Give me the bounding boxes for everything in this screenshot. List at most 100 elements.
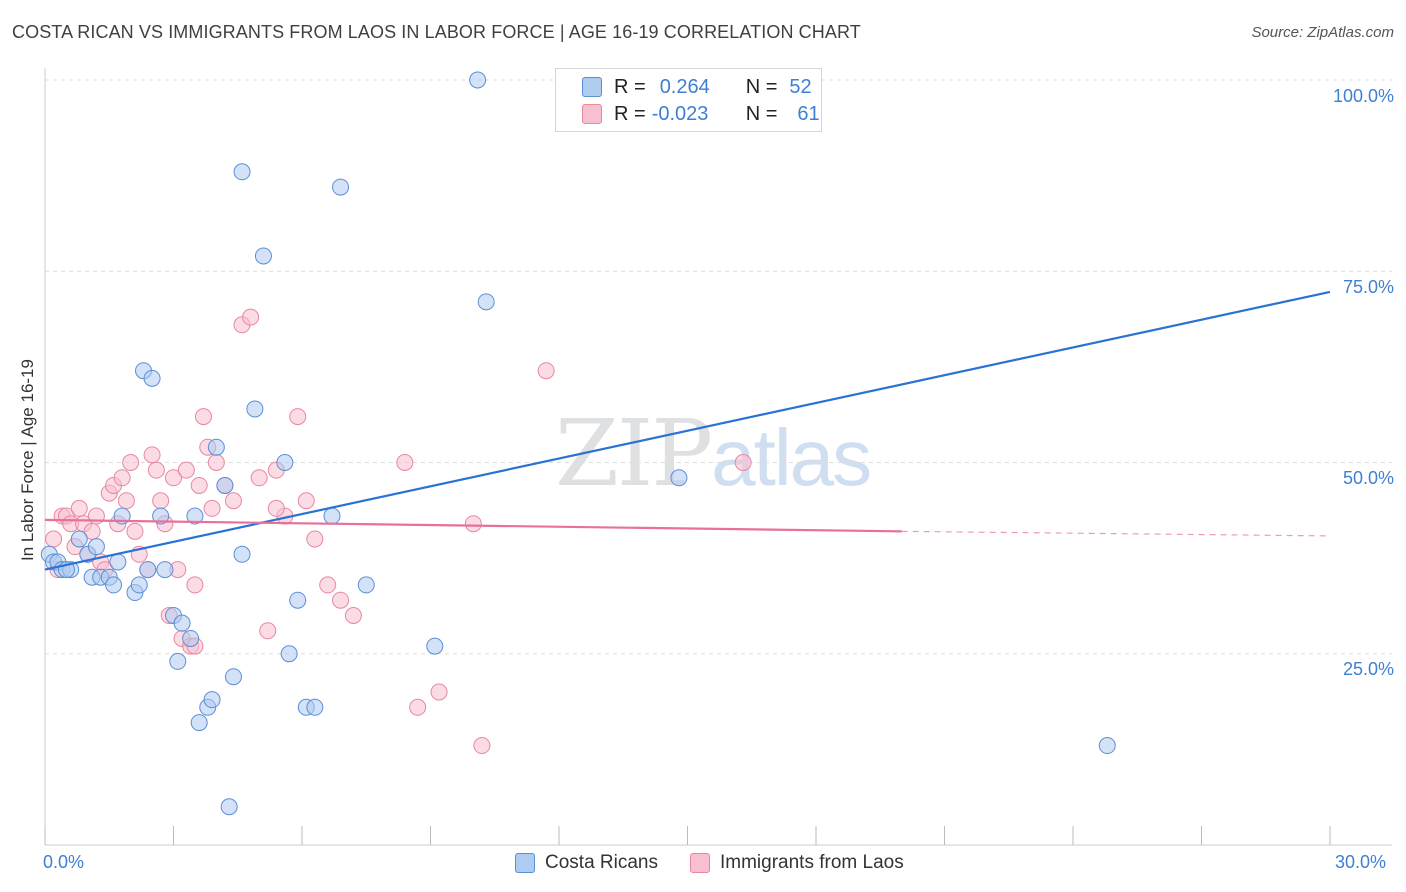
data-point-costa-ricans xyxy=(186,507,204,525)
data-point-immigrants-from-laos xyxy=(537,362,555,380)
x-tick-label-max: 30.0% xyxy=(1335,852,1387,872)
y-tick-label-100: 100.0% xyxy=(1332,86,1394,106)
trend-line-immigrants-from-laos-extension xyxy=(901,530,1331,537)
data-point-costa-ricans xyxy=(323,507,341,525)
data-point-immigrants-from-laos xyxy=(332,591,350,609)
data-point-costa-ricans xyxy=(169,652,187,670)
source-label: Source: ZipAtlas.com xyxy=(1251,24,1394,41)
data-point-costa-ricans xyxy=(670,469,688,487)
data-point-immigrants-from-laos xyxy=(297,492,315,510)
data-point-immigrants-from-laos xyxy=(464,515,482,533)
data-point-costa-ricans xyxy=(207,438,225,456)
legend-label-costa-ricans: Costa Ricans xyxy=(545,852,658,873)
data-point-costa-ricans xyxy=(306,698,324,716)
data-point-immigrants-from-laos xyxy=(344,607,362,624)
data-point-immigrants-from-laos xyxy=(194,408,212,426)
data-point-immigrants-from-laos xyxy=(409,698,427,716)
data-point-costa-ricans xyxy=(233,545,251,563)
data-point-costa-ricans xyxy=(224,668,242,686)
data-point-immigrants-from-laos xyxy=(152,492,170,510)
data-point-costa-ricans xyxy=(156,561,174,579)
data-point-costa-ricans xyxy=(109,553,127,571)
data-point-costa-ricans xyxy=(143,369,161,387)
legend-item-costa-ricans[interactable]: Costa Ricans xyxy=(515,852,658,874)
data-point-costa-ricans xyxy=(87,538,105,556)
data-point-costa-ricans xyxy=(105,576,123,594)
data-point-costa-ricans xyxy=(477,293,495,311)
legend-r-label: R = xyxy=(614,102,646,125)
legend-swatch-pink xyxy=(690,853,710,873)
data-point-immigrants-from-laos xyxy=(113,469,131,487)
y-tick-label-50: 50.0% xyxy=(1342,468,1394,488)
series-legend: Costa Ricans Immigrants from Laos xyxy=(515,852,936,874)
data-point-immigrants-from-laos xyxy=(117,492,135,510)
data-point-immigrants-from-laos xyxy=(45,530,63,548)
data-point-costa-ricans xyxy=(254,247,272,265)
data-point-costa-ricans xyxy=(426,637,444,655)
correlation-legend: R = 0.264 N = 52 R = -0.023 N = 61 xyxy=(555,68,822,132)
data-point-immigrants-from-laos xyxy=(306,530,324,548)
legend-n-label: N = xyxy=(745,102,778,125)
legend-r-label: R = xyxy=(614,75,646,98)
legend-row-immigrants-from-laos: R = -0.023 N = 61 xyxy=(582,100,820,128)
data-point-costa-ricans xyxy=(280,645,298,663)
axes xyxy=(44,68,1392,846)
trend-line-immigrants-from-laos xyxy=(44,518,902,533)
data-point-costa-ricans xyxy=(152,507,170,525)
data-point-costa-ricans xyxy=(1098,737,1116,755)
legend-swatch-blue xyxy=(582,77,602,97)
data-point-immigrants-from-laos xyxy=(430,683,448,701)
legend-r-value: -0.023 xyxy=(651,102,709,125)
data-point-immigrants-from-laos xyxy=(207,454,225,471)
data-point-costa-ricans xyxy=(130,576,148,594)
data-point-immigrants-from-laos xyxy=(289,408,307,426)
data-point-costa-ricans xyxy=(190,714,208,732)
data-point-costa-ricans xyxy=(289,591,307,609)
data-point-immigrants-from-laos xyxy=(203,499,221,517)
data-point-costa-ricans xyxy=(220,798,238,816)
y-axis-title: In Labor Force | Age 16-19 xyxy=(18,359,37,561)
data-point-costa-ricans xyxy=(216,476,234,494)
legend-swatch-pink xyxy=(582,104,602,124)
data-point-costa-ricans xyxy=(70,530,88,548)
data-point-immigrants-from-laos xyxy=(259,622,277,640)
data-point-immigrants-from-laos xyxy=(177,461,195,479)
data-point-immigrants-from-laos xyxy=(70,499,88,517)
chart-title: COSTA RICAN VS IMMIGRANTS FROM LAOS IN L… xyxy=(12,22,861,42)
y-tick-label-75: 75.0% xyxy=(1342,277,1394,297)
data-point-immigrants-from-laos xyxy=(224,492,242,510)
legend-n-value: 61 xyxy=(797,102,820,125)
data-point-immigrants-from-laos xyxy=(734,454,752,471)
legend-row-costa-ricans: R = 0.264 N = 52 xyxy=(582,73,812,101)
data-point-immigrants-from-laos xyxy=(147,461,165,479)
data-point-immigrants-from-laos xyxy=(122,454,140,471)
data-point-costa-ricans xyxy=(182,629,200,647)
data-point-costa-ricans xyxy=(203,691,221,709)
data-point-costa-ricans xyxy=(276,454,294,471)
data-point-immigrants-from-laos xyxy=(143,446,161,464)
data-point-costa-ricans xyxy=(233,163,251,181)
data-point-immigrants-from-laos xyxy=(242,308,260,326)
data-point-immigrants-from-laos xyxy=(165,469,182,487)
x-tick-label-min: 0.0% xyxy=(43,852,85,872)
data-point-immigrants-from-laos xyxy=(473,737,491,755)
trend-lines xyxy=(44,290,1331,571)
legend-n-label: N = xyxy=(745,75,778,98)
legend-n-value: 52 xyxy=(789,75,812,98)
data-point-immigrants-from-laos xyxy=(319,576,337,594)
data-point-immigrants-from-laos xyxy=(126,522,144,540)
data-point-immigrants-from-laos xyxy=(250,469,268,487)
legend-label-immigrants-from-laos: Immigrants from Laos xyxy=(720,852,904,873)
data-point-immigrants-from-laos xyxy=(267,499,285,517)
data-point-costa-ricans xyxy=(357,576,375,594)
data-point-costa-ricans xyxy=(332,178,350,196)
legend-r-value: 0.264 xyxy=(659,75,710,98)
data-point-costa-ricans xyxy=(173,614,191,632)
costa-ricans-points xyxy=(40,71,1116,816)
data-point-costa-ricans xyxy=(139,561,157,579)
data-point-immigrants-from-laos xyxy=(396,454,414,471)
y-tick-label-25: 25.0% xyxy=(1342,659,1394,679)
data-point-costa-ricans xyxy=(469,71,487,89)
legend-item-immigrants-from-laos[interactable]: Immigrants from Laos xyxy=(690,852,904,874)
